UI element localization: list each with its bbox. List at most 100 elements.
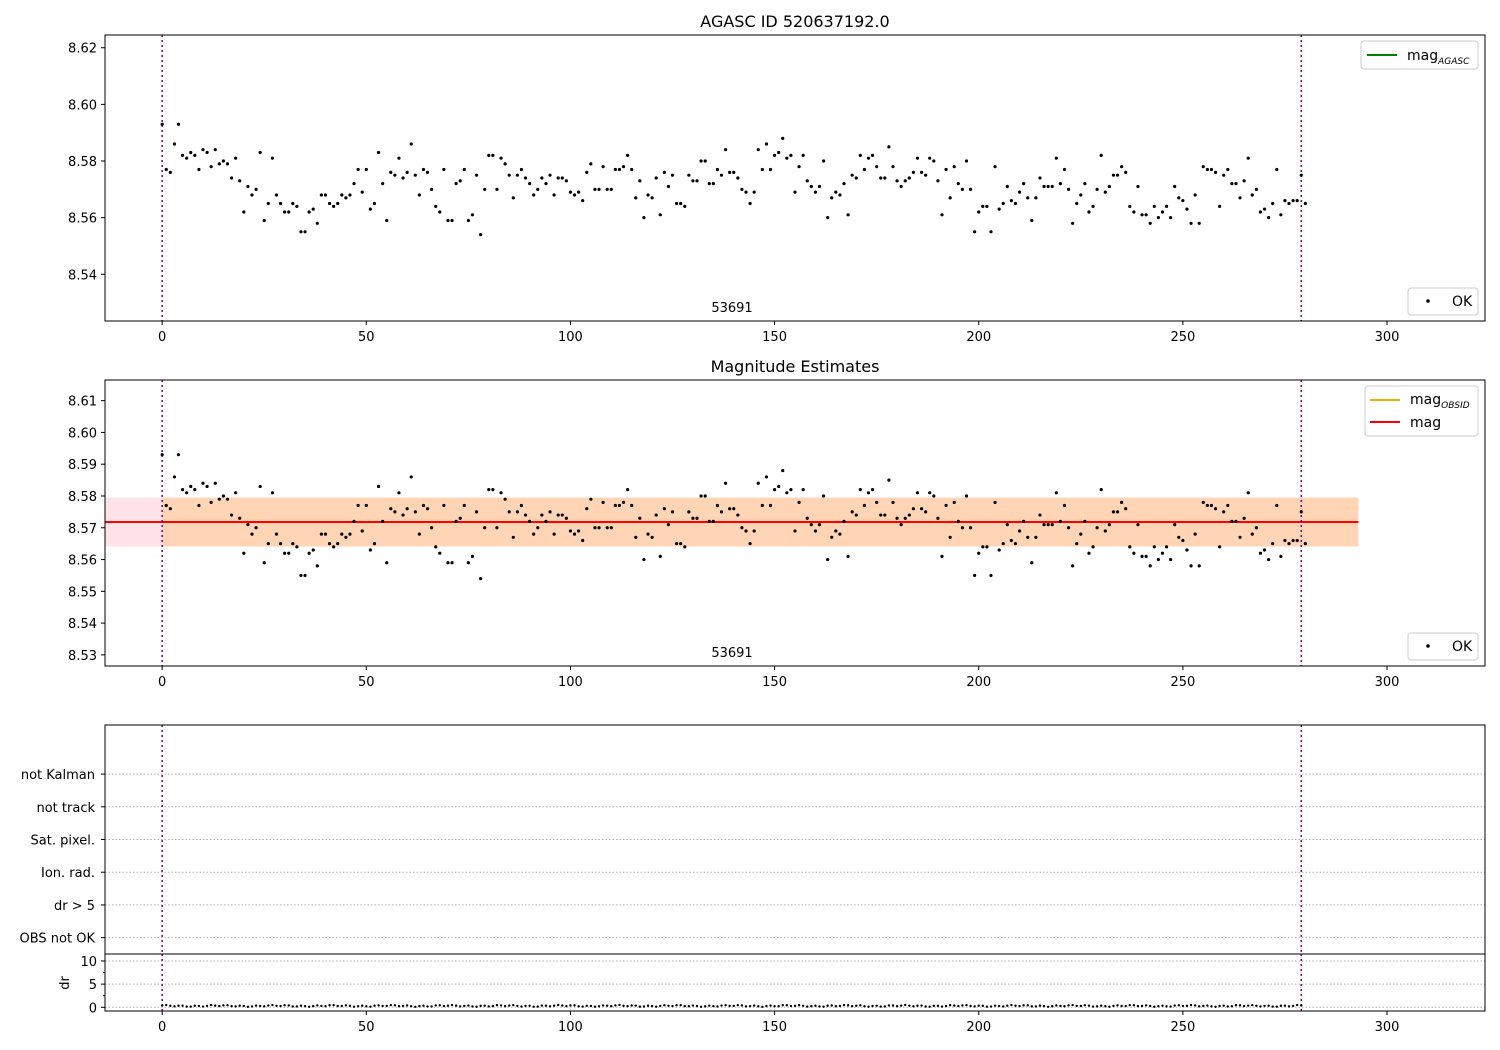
dr-data-point	[279, 1004, 282, 1008]
dr-xtick-label: 250	[1170, 1020, 1195, 1035]
magnitude-data-point	[1013, 542, 1018, 546]
agasc-data-point	[560, 176, 564, 180]
agasc-data-point	[523, 176, 528, 180]
agasc-data-point	[801, 153, 805, 157]
magnitude-data-point	[229, 513, 234, 517]
agasc-data-point	[315, 221, 319, 225]
dr-data-point	[544, 1004, 548, 1007]
agasc-data-point	[740, 187, 744, 191]
dr-data-point	[528, 1004, 531, 1007]
agasc-data-point	[662, 170, 666, 174]
magnitude-data-point	[1099, 488, 1103, 492]
dr-data-point	[953, 1004, 956, 1007]
magnitude-data-point	[695, 516, 699, 520]
dr-data-point	[752, 1004, 756, 1007]
dr-xtick-label: 150	[762, 1020, 787, 1035]
legend-label-ok-2: OK	[1452, 639, 1473, 655]
dr-data-point	[271, 1003, 274, 1007]
dr-data-point	[426, 1005, 429, 1008]
dr-data-point	[258, 1004, 262, 1008]
dr-data-point	[1295, 1003, 1299, 1007]
dr-data-point	[459, 1005, 462, 1008]
magnitude-data-point	[168, 507, 172, 511]
dr-data-point	[1247, 1004, 1250, 1007]
magnitude-data-point	[756, 481, 760, 485]
agasc-data-point	[1030, 218, 1034, 223]
magnitude-data-point	[723, 481, 728, 485]
dr-data-point	[1263, 1004, 1266, 1008]
dr-data-point	[430, 1005, 433, 1008]
magnitude-data-point	[544, 519, 548, 524]
dr-data-point	[981, 1004, 985, 1008]
dr-data-point	[1002, 1005, 1005, 1008]
dr-data-point	[361, 1004, 364, 1007]
dr-data-point	[1124, 1004, 1127, 1008]
dr-data-point	[303, 1004, 307, 1008]
dr-data-point	[1022, 1004, 1025, 1007]
magnitude-data-point	[299, 573, 303, 578]
dr-data-point	[716, 1005, 719, 1008]
magnitude-data-point	[997, 548, 1001, 552]
agasc-data-point	[544, 182, 548, 186]
dr-data-point	[814, 1004, 817, 1007]
agasc-data-point	[789, 153, 793, 157]
magnitude-data-point	[1303, 542, 1307, 546]
agasc-data-point	[1234, 182, 1238, 186]
magnitude-data-point	[772, 488, 777, 492]
magnitude-data-point	[1075, 542, 1079, 546]
agasc-data-point	[1267, 216, 1271, 220]
magnitude-data-point	[1246, 491, 1250, 495]
agasc-data-point	[989, 230, 993, 234]
dr-xtick-label: 200	[966, 1020, 991, 1035]
magnitude-data-point	[654, 513, 658, 517]
agasc-data-point	[417, 193, 421, 197]
magnitude-data-point	[1222, 510, 1226, 514]
magnitude-data-point	[617, 503, 622, 508]
magnitude-data-point	[1164, 545, 1169, 549]
dr-data-point	[491, 1004, 495, 1008]
dr-data-point	[1230, 1005, 1234, 1008]
magnitude-data-point	[381, 519, 385, 524]
magnitude-data-point	[405, 507, 409, 511]
agasc-data-point	[809, 184, 813, 189]
dr-data-point	[948, 1003, 952, 1007]
agasc-data-point	[1222, 173, 1226, 177]
magnitude-data-point	[1238, 535, 1242, 539]
dr-data-point	[193, 1004, 197, 1007]
dr-data-point	[597, 1005, 601, 1008]
dr-data-point	[320, 1004, 323, 1008]
agasc-data-point	[862, 167, 867, 172]
magnitude-data-point	[589, 497, 593, 501]
magnitude-data-point	[658, 554, 662, 558]
dr-data-point	[356, 1005, 360, 1008]
dr-data-point	[793, 1004, 797, 1008]
dr-data-point	[332, 1003, 335, 1007]
dr-data-point	[418, 1004, 421, 1008]
magnitude-data-point	[270, 491, 274, 495]
dr-data-point	[1206, 1004, 1209, 1007]
agasc-data-point	[981, 204, 985, 208]
dr-data-point	[671, 1004, 674, 1008]
dr-ytick-label: 10	[80, 955, 97, 970]
dr-data-point	[565, 1004, 568, 1008]
dr-data-point	[250, 1005, 254, 1008]
agasc-data-point	[221, 159, 225, 163]
dr-xtick-label: 50	[358, 1020, 375, 1035]
magnitude-data-point	[197, 503, 201, 508]
agasc-data-point	[581, 199, 585, 203]
magnitude-data-point	[164, 503, 168, 508]
agasc-data-point	[752, 190, 756, 194]
dr-data-point	[557, 1003, 560, 1007]
agasc-data-point	[278, 201, 283, 206]
agasc-data-point	[291, 201, 295, 206]
agasc-ytick-label: 8.62	[68, 42, 97, 57]
dr-data-point	[483, 1004, 486, 1007]
magnitude-data-point	[564, 516, 568, 520]
magnitude-data-point	[870, 488, 875, 492]
magnitude-data-point	[340, 532, 344, 536]
agasc-data-point	[1034, 196, 1038, 200]
magnitude-data-point	[540, 513, 544, 517]
agasc-data-point	[474, 173, 479, 177]
agasc-data-point	[621, 165, 626, 169]
dr-data-point	[708, 1004, 711, 1007]
